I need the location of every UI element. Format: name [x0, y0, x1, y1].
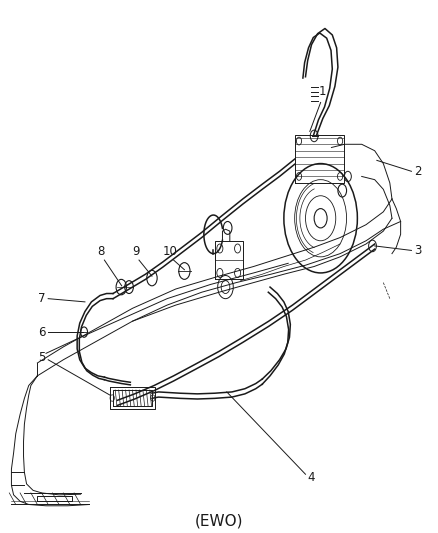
Circle shape — [310, 130, 318, 142]
Text: 10: 10 — [163, 245, 178, 258]
Text: 7: 7 — [38, 292, 45, 305]
Text: (EWO): (EWO) — [195, 513, 243, 528]
Text: 5: 5 — [38, 351, 45, 365]
Text: 6: 6 — [38, 326, 45, 338]
Text: 3: 3 — [414, 244, 422, 257]
Text: 2: 2 — [414, 165, 422, 178]
Text: 8: 8 — [98, 245, 105, 258]
Text: 9: 9 — [132, 245, 140, 258]
Text: 1: 1 — [319, 85, 327, 98]
Text: 4: 4 — [307, 471, 315, 484]
